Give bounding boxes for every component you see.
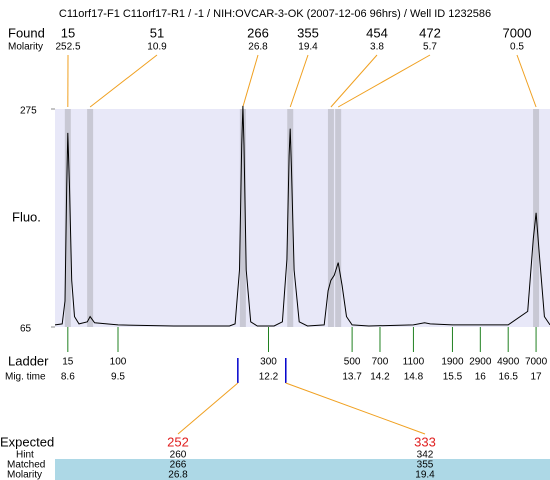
ladder-size: 2900 <box>469 357 492 368</box>
found-molarity-label: Molarity <box>8 42 43 53</box>
peak-connector <box>289 54 309 108</box>
found-size: 266 <box>247 25 269 40</box>
expected-connector <box>285 382 426 435</box>
found-molarity: 10.9 <box>147 42 167 53</box>
ladder-label: Ladder <box>8 353 49 368</box>
peak-band <box>335 109 342 327</box>
ladder-size: 700 <box>372 357 389 368</box>
found-molarity: 19.4 <box>298 42 318 53</box>
found-label: Found <box>8 25 45 40</box>
ladder-time: 17 <box>531 372 543 383</box>
found-size: 51 <box>150 25 164 40</box>
y-tick-label: 275 <box>20 106 37 117</box>
matched-band <box>55 459 550 480</box>
ladder-size: 100 <box>110 357 127 368</box>
peak-band <box>239 109 246 327</box>
found-size: 15 <box>61 25 75 40</box>
found-size: 454 <box>366 25 388 40</box>
peak-connector <box>242 54 259 108</box>
y-label: Fluo. <box>12 209 41 224</box>
peak-band <box>327 109 334 327</box>
matched: 355 <box>417 460 434 471</box>
ladder-size: 4900 <box>497 357 520 368</box>
found-molarity: 252.5 <box>55 42 80 53</box>
ladder-time: 16.5 <box>498 372 518 383</box>
peak-connector <box>516 54 537 108</box>
hint: 342 <box>417 450 434 461</box>
ladder-time: 8.6 <box>61 372 75 383</box>
ladder-time: 14.2 <box>370 372 390 383</box>
hint-label: Hint <box>16 450 34 461</box>
ladder-size: 500 <box>344 357 361 368</box>
chart-title: C11orf17-F1 C11orf17-R1 / -1 / NIH:OVCAR… <box>59 8 491 20</box>
peak-connector <box>330 54 378 108</box>
found-molarity: 26.8 <box>248 42 268 53</box>
ladder-time: 9.5 <box>111 372 125 383</box>
ladder-size: 1100 <box>403 357 425 368</box>
peak-connector <box>337 54 431 108</box>
expected-size: 252 <box>167 434 189 449</box>
plot-area <box>55 109 550 327</box>
ladder-time: 15.5 <box>443 372 463 383</box>
found-size: 7000 <box>503 25 532 40</box>
ladder-time: 14.8 <box>404 372 424 383</box>
expected-molarity: 19.4 <box>415 470 435 480</box>
trace <box>54 105 550 327</box>
peak-band <box>64 109 71 327</box>
molarity-label: Molarity <box>7 470 42 480</box>
expected-molarity: 26.8 <box>168 470 188 480</box>
ladder-size: 15 <box>62 357 74 368</box>
ladder-time: 16 <box>475 372 487 383</box>
hint: 260 <box>170 450 187 461</box>
ladder-size: 300 <box>260 357 277 368</box>
found-size: 355 <box>297 25 319 40</box>
found-size: 472 <box>419 25 441 40</box>
matched: 266 <box>170 460 187 471</box>
y-tick-label: 65 <box>20 324 32 335</box>
expected-label: Expected <box>0 434 54 449</box>
found-molarity: 3.8 <box>370 42 384 53</box>
expected-size: 333 <box>414 434 436 449</box>
peak-connector <box>89 54 158 108</box>
found-molarity: 0.5 <box>510 42 524 53</box>
ladder-size: 7000 <box>525 357 548 368</box>
expected-connector <box>177 382 239 435</box>
mig-time-label: Mig. time <box>5 372 46 383</box>
ladder-time: 12.2 <box>259 372 279 383</box>
found-molarity: 5.7 <box>423 42 437 53</box>
peak-band <box>87 109 94 327</box>
ladder-size: 1900 <box>441 357 464 368</box>
matched-label: Matched <box>7 460 45 471</box>
peak-band <box>287 109 294 327</box>
ladder-time: 13.7 <box>342 372 362 383</box>
